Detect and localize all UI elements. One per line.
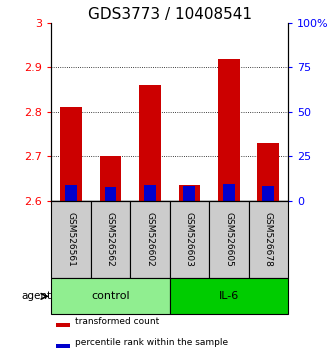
Bar: [249, 201, 288, 278]
Text: GSM526605: GSM526605: [224, 212, 233, 267]
Title: GDS3773 / 10408541: GDS3773 / 10408541: [88, 7, 252, 22]
Bar: [51, 201, 91, 278]
Text: IL-6: IL-6: [219, 291, 239, 301]
Bar: [183, 186, 195, 201]
Bar: [56, 344, 70, 348]
Bar: [105, 187, 117, 201]
Text: GSM526678: GSM526678: [264, 212, 273, 267]
Bar: [65, 185, 77, 201]
Text: control: control: [91, 291, 130, 301]
Text: transformed count: transformed count: [75, 318, 159, 326]
Text: GSM526603: GSM526603: [185, 212, 194, 267]
Bar: [51, 278, 169, 314]
Text: GSM526561: GSM526561: [67, 212, 75, 267]
Bar: [91, 201, 130, 278]
Bar: [178, 185, 200, 201]
Text: percentile rank within the sample: percentile rank within the sample: [75, 338, 228, 347]
Bar: [130, 201, 169, 278]
Text: GSM526562: GSM526562: [106, 212, 115, 267]
Text: agent: agent: [22, 291, 52, 301]
Bar: [209, 201, 249, 278]
Bar: [258, 143, 279, 201]
Bar: [262, 187, 274, 201]
Bar: [223, 184, 235, 201]
Bar: [60, 107, 82, 201]
Bar: [144, 185, 156, 201]
Text: GSM526602: GSM526602: [145, 212, 155, 267]
Bar: [56, 323, 70, 327]
Bar: [169, 278, 288, 314]
Bar: [218, 58, 240, 201]
Bar: [169, 201, 209, 278]
Bar: [100, 156, 121, 201]
Bar: [139, 85, 161, 201]
